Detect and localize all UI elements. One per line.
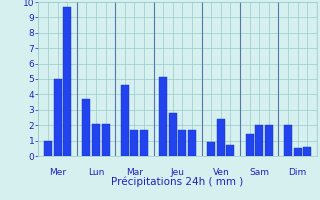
Bar	[130, 130, 139, 156]
Text: Jeu: Jeu	[171, 168, 185, 177]
Bar	[159, 77, 167, 156]
Text: Ven: Ven	[212, 168, 229, 177]
Bar	[101, 124, 110, 156]
Text: Sam: Sam	[249, 168, 269, 177]
Bar	[121, 85, 129, 156]
Bar	[178, 130, 187, 156]
Text: Précipitations 24h ( mm ): Précipitations 24h ( mm )	[111, 176, 244, 187]
Bar	[293, 148, 302, 156]
Bar	[53, 79, 62, 156]
Text: Lun: Lun	[88, 168, 104, 177]
Bar	[169, 113, 177, 156]
Bar	[44, 141, 52, 156]
Bar	[303, 147, 311, 156]
Bar	[226, 145, 235, 156]
Bar	[255, 125, 263, 156]
Bar	[140, 130, 148, 156]
Bar	[188, 130, 196, 156]
Bar	[63, 7, 71, 156]
Bar	[82, 99, 91, 156]
Bar	[265, 125, 273, 156]
Bar	[217, 119, 225, 156]
Text: Mer: Mer	[49, 168, 66, 177]
Text: Dim: Dim	[288, 168, 307, 177]
Text: Mar: Mar	[126, 168, 143, 177]
Bar	[92, 124, 100, 156]
Bar	[245, 134, 254, 156]
Bar	[207, 142, 215, 156]
Bar	[284, 125, 292, 156]
